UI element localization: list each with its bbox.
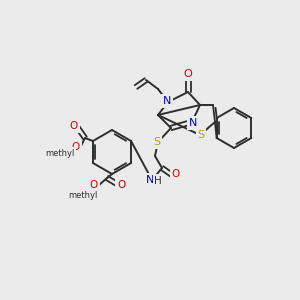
Text: O: O [172,169,180,179]
Text: H: H [154,176,162,186]
Text: methyl: methyl [68,191,98,200]
Text: O: O [90,180,98,190]
Text: O: O [184,69,192,79]
Text: O: O [72,142,80,152]
Text: N: N [163,96,171,106]
Text: N: N [146,175,154,185]
Text: S: S [197,130,205,140]
Text: O: O [117,180,125,190]
Text: O: O [70,121,78,131]
Text: S: S [153,137,161,147]
Text: methyl: methyl [45,148,75,158]
Text: N: N [189,118,197,128]
